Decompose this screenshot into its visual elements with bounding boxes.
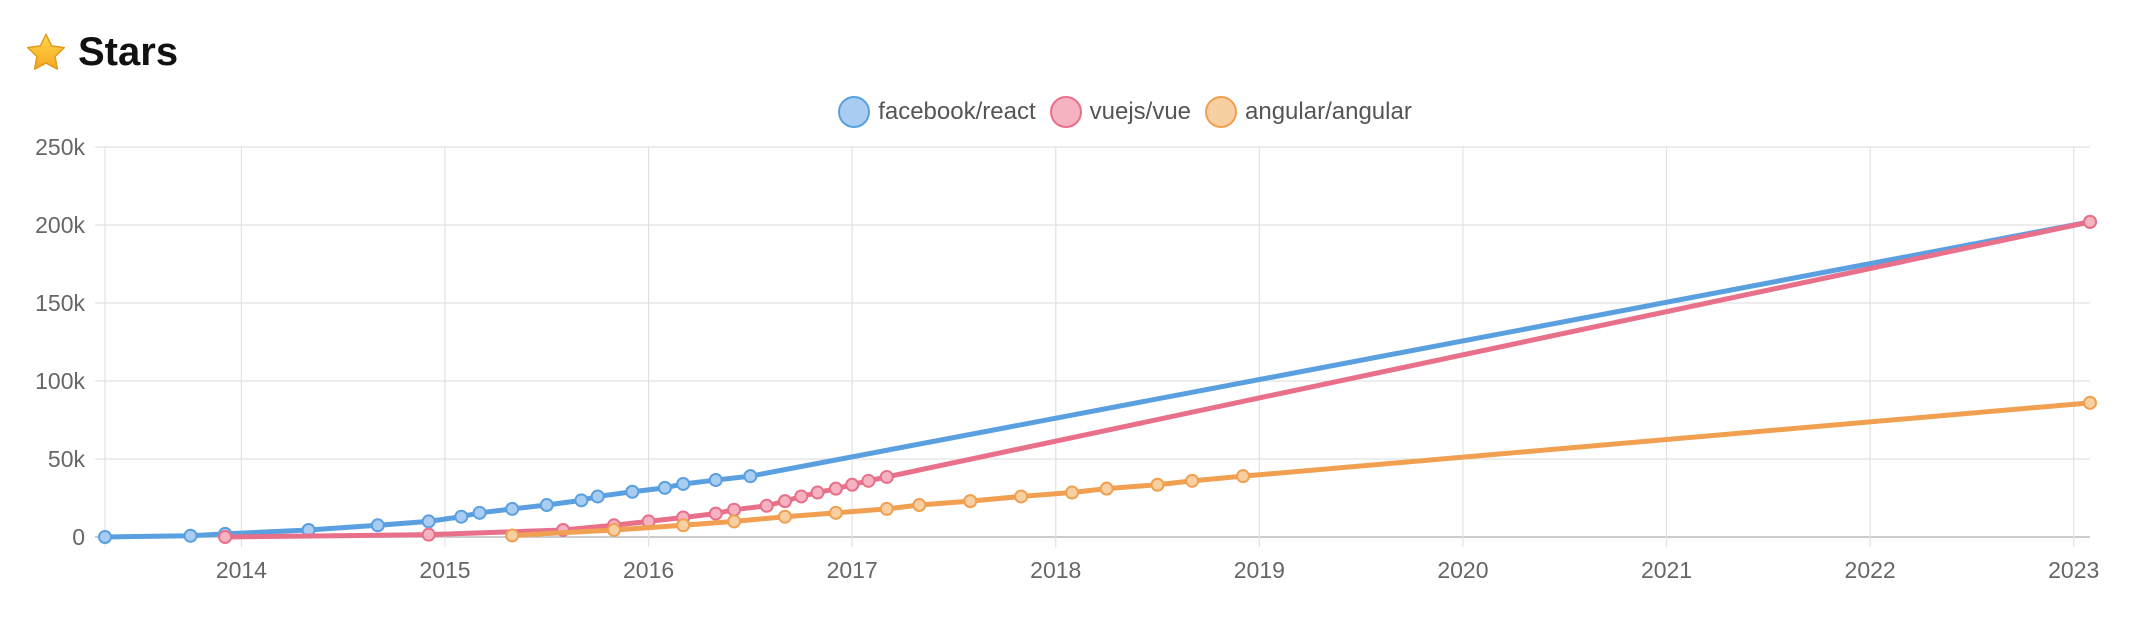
- data-point[interactable]: [1185, 473, 1200, 488]
- data-point[interactable]: [183, 528, 198, 543]
- series-angular-angular: [505, 395, 2097, 543]
- legend-item[interactable]: angular/angular: [1205, 96, 1412, 128]
- data-point[interactable]: [2083, 214, 2097, 229]
- data-point[interactable]: [574, 493, 589, 508]
- x-tick-label: 2018: [1030, 557, 1081, 583]
- stars-line-chart: 0 50k 100k 150k 200k 250k 2014 2015 2016 2017 2018…: [35, 134, 2099, 583]
- chart-legend: facebook/react vuejs/vue angular/angular: [0, 96, 2130, 128]
- series-line: [509, 400, 2093, 538]
- chart-grid: [95, 146, 2090, 547]
- data-point[interactable]: [606, 522, 621, 537]
- data-point[interactable]: [861, 473, 876, 488]
- legend-item[interactable]: facebook/react: [838, 96, 1036, 128]
- y-tick-label: 100k: [35, 368, 85, 394]
- x-tick-label: 2020: [1437, 557, 1488, 583]
- star-icon: [26, 33, 66, 70]
- chart-series: [98, 214, 2097, 544]
- legend-swatch-icon: [1049, 96, 1082, 128]
- data-point[interactable]: [505, 501, 520, 516]
- data-point[interactable]: [1150, 477, 1165, 492]
- data-point[interactable]: [727, 514, 742, 529]
- data-point[interactable]: [912, 498, 927, 513]
- x-tick-label: 2016: [623, 557, 674, 583]
- data-point[interactable]: [218, 530, 233, 544]
- x-tick-label: 2023: [2048, 557, 2099, 583]
- data-point[interactable]: [708, 473, 723, 488]
- data-point[interactable]: [759, 498, 774, 513]
- data-point[interactable]: [676, 476, 691, 491]
- series-facebook-react: [98, 214, 2097, 544]
- data-point[interactable]: [590, 489, 605, 504]
- chart-axes: 0 50k 100k 150k 200k 250k 2014 2015 2016 2017 2018…: [35, 134, 2099, 583]
- x-tick-label: 2022: [1845, 557, 1896, 583]
- data-point[interactable]: [810, 485, 825, 500]
- page-title: Stars: [78, 30, 179, 74]
- data-point[interactable]: [625, 484, 640, 499]
- legend-label: vuejs/vue: [1089, 98, 1192, 125]
- data-point[interactable]: [421, 514, 436, 529]
- legend-swatch-icon: [1205, 96, 1238, 128]
- y-tick-label: 200k: [35, 212, 85, 238]
- data-point[interactable]: [727, 502, 742, 517]
- data-point[interactable]: [845, 477, 860, 492]
- data-point[interactable]: [421, 527, 436, 542]
- data-point[interactable]: [828, 481, 843, 496]
- legend-swatch-icon: [838, 96, 871, 128]
- data-point[interactable]: [777, 509, 792, 524]
- data-point[interactable]: [794, 489, 809, 504]
- data-point[interactable]: [1065, 485, 1080, 500]
- data-point[interactable]: [657, 480, 672, 495]
- data-point[interactable]: [828, 505, 843, 520]
- x-tick-label: 2019: [1234, 557, 1285, 583]
- series-vuejs-vue: [218, 214, 2097, 544]
- data-point[interactable]: [708, 506, 723, 521]
- legend-label: angular/angular: [1245, 98, 1412, 125]
- y-tick-label: 250k: [35, 134, 85, 160]
- data-point[interactable]: [879, 501, 894, 516]
- legend-item[interactable]: vuejs/vue: [1049, 96, 1192, 128]
- data-point[interactable]: [743, 469, 758, 484]
- data-point[interactable]: [370, 518, 385, 533]
- data-point[interactable]: [1014, 489, 1029, 504]
- y-tick-label: 150k: [35, 290, 85, 316]
- x-tick-label: 2017: [827, 557, 878, 583]
- data-point[interactable]: [454, 509, 469, 524]
- data-point[interactable]: [539, 498, 554, 513]
- data-point[interactable]: [2083, 395, 2097, 410]
- data-point[interactable]: [963, 494, 978, 509]
- x-tick-label: 2015: [419, 557, 470, 583]
- x-tick-label: 2021: [1641, 557, 1692, 583]
- data-point[interactable]: [98, 530, 112, 544]
- legend-label: facebook/react: [878, 98, 1036, 125]
- data-point[interactable]: [879, 469, 894, 484]
- x-tick-label: 2014: [216, 557, 267, 583]
- data-point[interactable]: [1236, 469, 1251, 484]
- chart-header: Stars: [24, 30, 178, 75]
- data-point[interactable]: [777, 494, 792, 509]
- data-point[interactable]: [1099, 481, 1114, 496]
- y-tick-label: 0: [72, 524, 85, 550]
- data-point[interactable]: [505, 528, 520, 543]
- data-point[interactable]: [676, 518, 691, 533]
- data-point[interactable]: [472, 505, 487, 520]
- y-tick-label: 50k: [48, 446, 86, 472]
